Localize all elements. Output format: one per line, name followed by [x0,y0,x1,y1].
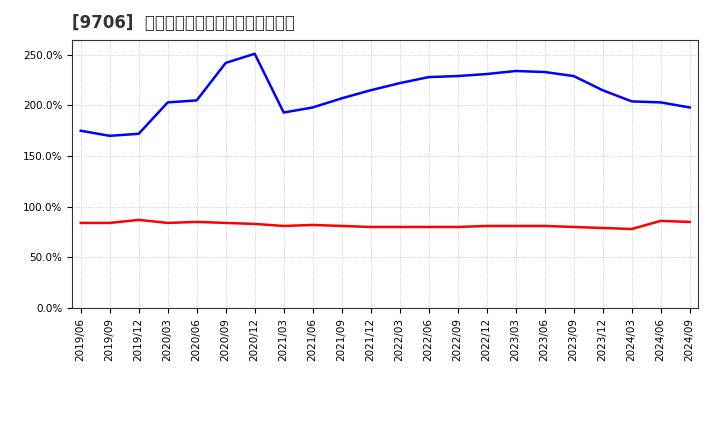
固定長期適合率 [251,221,259,227]
固定比率 [627,99,636,104]
固定比率 [163,100,172,105]
固定比率 [685,105,694,110]
固定長期適合率 [135,217,143,223]
固定比率 [135,131,143,136]
固定長期適合率 [366,224,375,230]
固定比率 [308,105,317,110]
固定長期適合率 [685,219,694,224]
固定長期適合率 [192,219,201,224]
Text: [9706]  固定比率、固定長期適合率の推移: [9706] 固定比率、固定長期適合率の推移 [72,15,295,33]
固定比率 [279,110,288,115]
固定比率 [338,96,346,101]
固定比率 [482,71,491,77]
固定比率 [76,128,85,133]
固定比率 [366,88,375,93]
固定長期適合率 [308,222,317,227]
固定長期適合率 [279,224,288,229]
固定長期適合率 [221,220,230,226]
固定比率 [454,73,462,79]
固定比率 [424,74,433,80]
固定比率 [251,51,259,56]
固定長期適合率 [338,224,346,229]
固定長期適合率 [482,224,491,229]
固定長期適合率 [76,220,85,226]
固定長期適合率 [511,224,520,229]
Legend: 固定比率, 固定長期適合率: 固定比率, 固定長期適合率 [288,434,482,440]
固定長期適合率 [657,218,665,224]
固定比率 [598,88,607,93]
固定長期適合率 [541,224,549,229]
固定長期適合率 [570,224,578,230]
固定長期適合率 [627,226,636,231]
固定比率 [541,70,549,75]
固定長期適合率 [454,224,462,230]
固定比率 [221,60,230,66]
固定長期適合率 [395,224,404,230]
固定比率 [657,100,665,105]
Line: 固定比率: 固定比率 [81,54,690,136]
固定長期適合率 [105,220,114,226]
固定比率 [192,98,201,103]
固定比率 [511,68,520,73]
Line: 固定長期適合率: 固定長期適合率 [81,220,690,229]
固定長期適合率 [598,225,607,231]
固定長期適合率 [163,220,172,226]
固定比率 [395,81,404,86]
固定比率 [105,133,114,139]
固定比率 [570,73,578,79]
固定長期適合率 [424,224,433,230]
